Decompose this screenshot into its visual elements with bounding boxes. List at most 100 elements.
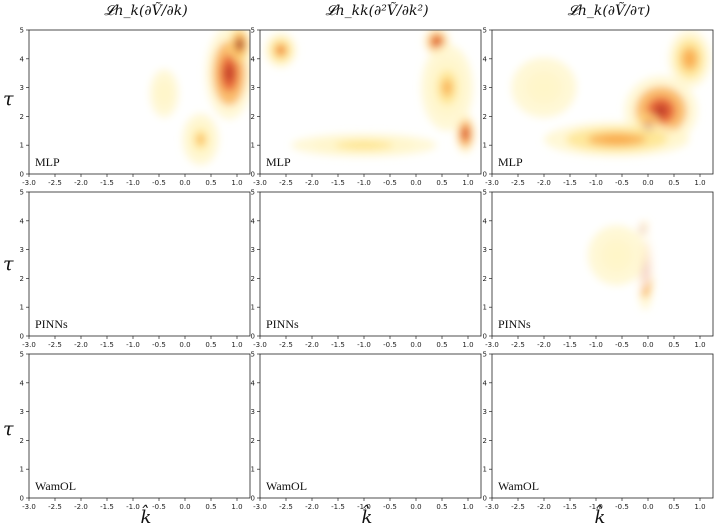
y-tick-label: 0	[483, 495, 487, 503]
y-tick-label: 3	[251, 84, 255, 92]
x-tick-label: 0.5	[668, 179, 679, 187]
x-tick-label: -3.0	[485, 179, 499, 187]
y-tick-label: 4	[20, 55, 25, 63]
x-tick-label: -3.0	[485, 503, 499, 511]
heat-blob	[608, 246, 626, 264]
y-tick-label: 0	[483, 333, 487, 341]
x-tick-label: -1.0	[589, 503, 603, 511]
x-tick-label: 0.0	[642, 503, 653, 511]
y-tick-label: 1	[483, 142, 487, 150]
model-label: MLP	[266, 155, 291, 169]
y-tick-label: 5	[251, 351, 255, 359]
x-tick-label: 0.5	[668, 503, 679, 511]
y-tick-label: 4	[483, 379, 488, 387]
heat-blob	[160, 86, 169, 101]
y-tick-label: 2	[251, 437, 255, 445]
y-tick-label: 2	[483, 113, 487, 121]
panel-frame	[259, 353, 482, 499]
x-tick-label: -0.5	[615, 341, 629, 349]
y-tick-label: 1	[20, 466, 24, 474]
x-tick-label: -0.5	[152, 341, 166, 349]
x-tick-label: -2.5	[511, 341, 525, 349]
x-tick-label: 0.5	[205, 179, 216, 187]
y-tick-label: 2	[251, 113, 255, 121]
x-tick-label: 0.5	[436, 503, 447, 511]
x-tick-label: -3.0	[253, 341, 267, 349]
y-tick-label: 1	[483, 466, 487, 474]
y-tick-label: 4	[20, 217, 25, 225]
x-tick-label: -3.0	[22, 179, 36, 187]
x-tick-label: -1.0	[589, 341, 603, 349]
panel-frame	[491, 29, 714, 175]
heat-blob	[602, 135, 632, 143]
heat-blob	[534, 78, 554, 97]
x-tick-label: -2.5	[511, 503, 525, 511]
heatmap-panel-mlp-0: -3.0 -2.5 -2.0 -1.5 -1.0 -0.5 0.0 0.5 1.0 0 1 2 3 4 5 M…	[20, 27, 251, 187]
x-tick-label: -0.5	[615, 503, 629, 511]
column-title-0: 𝓛h_k(∂Ṽ/∂k)	[104, 3, 188, 19]
x-tick-label: -3.0	[22, 341, 36, 349]
x-tick-label: -1.5	[563, 179, 577, 187]
x-tick-label: -1.0	[126, 503, 140, 511]
y-tick-label: 3	[20, 84, 24, 92]
y-tick-label: 1	[251, 466, 255, 474]
heat-blob	[349, 142, 379, 148]
x-tick-label: 1.0	[231, 341, 242, 349]
heatmap-panel-mlp-2: -3.0 -2.5 -2.0 -1.5 -1.0 -0.5 0.0 0.5 1.0 0 1 2 3 4 5 M…	[483, 27, 714, 187]
heat-blob	[442, 78, 453, 97]
x-tick-label: -2.5	[279, 179, 293, 187]
panel-frame	[259, 191, 482, 337]
y-tick-label: 4	[251, 217, 256, 225]
x-tick-label: 1.0	[231, 503, 242, 511]
x-tick-label: 0.5	[205, 341, 216, 349]
y-tick-label: 5	[483, 189, 487, 197]
model-label: PINNs	[35, 317, 68, 331]
model-label: PINNs	[266, 317, 299, 331]
x-tick-label: -2.0	[537, 179, 551, 187]
x-tick-label: -1.5	[100, 179, 114, 187]
x-tick-label: -0.5	[615, 179, 629, 187]
x-tick-label: -2.0	[305, 503, 319, 511]
y-tick-label: 1	[20, 304, 24, 312]
x-tick-label: -2.5	[279, 341, 293, 349]
x-tick-label: 0.5	[436, 179, 447, 187]
x-tick-label: -1.0	[126, 341, 140, 349]
x-tick-label: -2.0	[537, 503, 551, 511]
heat-blob	[196, 134, 205, 145]
x-tick-label: 0.0	[179, 503, 190, 511]
heat-blob	[277, 46, 284, 54]
heatmap-panel-pinns-2: -3.0 -2.5 -2.0 -1.5 -1.0 -0.5 0.0 0.5 1.0 0 1 2 3 4 5 P…	[483, 189, 714, 349]
x-tick-label: 1.0	[462, 341, 473, 349]
heatmap-panel-wamol-1: -3.0 -2.5 -2.0 -1.5 -1.0 -0.5 0.0 0.5 1.0 0 1 2 3 4 5 W…	[251, 351, 482, 511]
x-tick-label: -1.0	[357, 503, 371, 511]
model-label: MLP	[35, 155, 60, 169]
y-tick-label: 2	[483, 275, 487, 283]
x-tick-label: -2.0	[74, 341, 88, 349]
heat-blob	[434, 38, 440, 45]
panel-frame	[491, 191, 714, 337]
x-tick-label: -2.5	[48, 503, 62, 511]
panel-frame	[28, 353, 251, 499]
y-tick-label: 1	[483, 304, 487, 312]
x-tick-label: -1.5	[563, 341, 577, 349]
column-title-1: 𝓛h_kk(∂²Ṽ/∂k²)	[325, 3, 429, 19]
y-tick-label: 0	[20, 171, 24, 179]
x-tick-label: 0.5	[668, 341, 679, 349]
heat-blob	[224, 63, 234, 83]
y-tick-label: 5	[20, 27, 24, 35]
heatmap-panel-mlp-1: -3.0 -2.5 -2.0 -1.5 -1.0 -0.5 0.0 0.5 1.0 0 1 2 3 4 5 M…	[251, 27, 482, 187]
y-tick-label: 0	[483, 171, 487, 179]
x-tick-label: 0.0	[179, 179, 190, 187]
x-tick-label: -1.5	[100, 503, 114, 511]
y-tick-label: 0	[251, 171, 255, 179]
x-tick-label: 0.0	[642, 341, 653, 349]
x-tick-label: -1.5	[331, 503, 345, 511]
x-tick-label: -1.0	[126, 179, 140, 187]
y-tick-label: 0	[251, 495, 255, 503]
x-tick-label: 1.0	[462, 503, 473, 511]
y-tick-label: 5	[20, 189, 24, 197]
x-tick-label: 0.0	[179, 341, 190, 349]
panel-frame	[491, 353, 714, 499]
heatmap-panel-wamol-2: -3.0 -2.5 -2.0 -1.5 -1.0 -0.5 0.0 0.5 1.0 0 1 2 3 4 5 W…	[483, 351, 714, 511]
